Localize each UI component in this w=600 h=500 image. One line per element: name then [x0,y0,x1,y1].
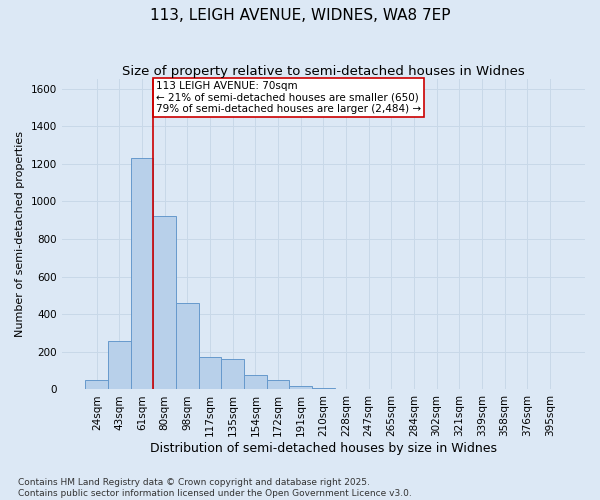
Bar [335,389,358,390]
Bar [154,216,176,390]
Bar [312,388,335,390]
Bar [244,376,266,390]
Text: 113, LEIGH AVENUE, WIDNES, WA8 7EP: 113, LEIGH AVENUE, WIDNES, WA8 7EP [150,8,450,22]
Bar [199,358,221,390]
Bar [176,303,199,390]
Bar [131,158,154,390]
Y-axis label: Number of semi-detached properties: Number of semi-detached properties [15,132,25,338]
Bar [289,386,312,390]
Text: Contains HM Land Registry data © Crown copyright and database right 2025.
Contai: Contains HM Land Registry data © Crown c… [18,478,412,498]
Text: 113 LEIGH AVENUE: 70sqm
← 21% of semi-detached houses are smaller (650)
79% of s: 113 LEIGH AVENUE: 70sqm ← 21% of semi-de… [155,80,421,114]
Bar [108,340,131,390]
X-axis label: Distribution of semi-detached houses by size in Widnes: Distribution of semi-detached houses by … [150,442,497,455]
Bar [266,380,289,390]
Title: Size of property relative to semi-detached houses in Widnes: Size of property relative to semi-detach… [122,65,525,78]
Bar [85,380,108,390]
Bar [221,360,244,390]
